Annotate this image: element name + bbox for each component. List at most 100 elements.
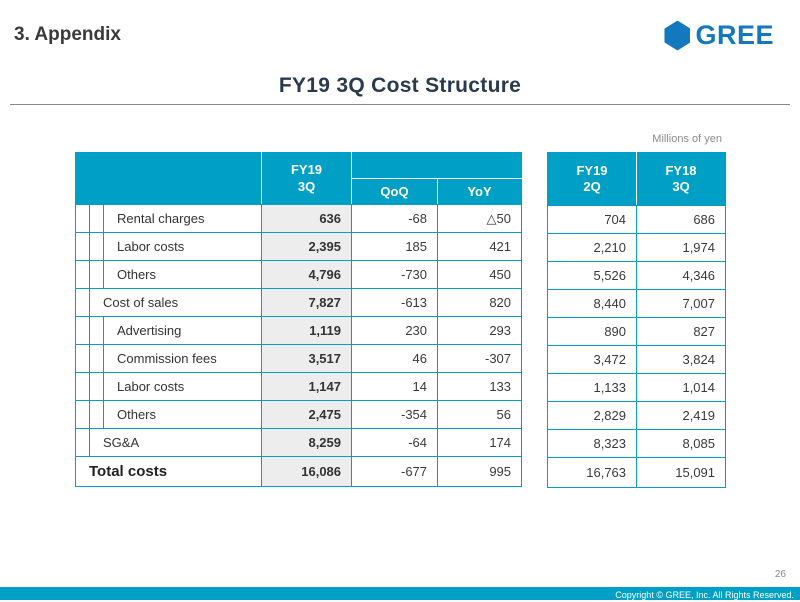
col-header-fy19-2q: FY19 2Q — [547, 152, 638, 206]
cell-yoy: △50 — [437, 204, 523, 233]
cell-fy18-3q: 2,419 — [636, 401, 727, 430]
row-label: Others — [102, 400, 263, 429]
table-row-total: Total costs 16,086 -677 995 — [74, 456, 523, 487]
cell-fy19-3q: 8,259 — [261, 428, 353, 457]
gree-logo-text: GREE — [695, 20, 774, 50]
row-label: Labor costs — [102, 372, 263, 401]
cell-fy19-3q: 7,827 — [261, 288, 353, 317]
cell-yoy: 995 — [437, 456, 523, 487]
row-label: Cost of sales — [88, 288, 263, 317]
indent-cell — [89, 316, 104, 345]
table-row-subtotal: Cost of sales 7,827 -613 820 — [75, 288, 523, 317]
comparison-table: FY19 2Q FY18 3Q 704 686 2,210 1,974 5,52… — [547, 152, 727, 488]
cell-fy18-3q: 1,974 — [636, 233, 727, 262]
cell-fy18-3q: 7,007 — [636, 289, 727, 318]
cell-yoy: 174 — [437, 428, 523, 457]
cost-table: FY19 3Q QoQ YoY Rental charges 636 -68 △… — [74, 152, 523, 487]
cell-qoq: 46 — [351, 344, 439, 373]
table-row: 2,829 2,419 — [547, 401, 727, 430]
cell-fy18-3q: 15,091 — [636, 457, 727, 488]
units-note: Millions of yen — [652, 133, 722, 145]
copyright-text: Copyright © GREE, Inc. All Rights Reserv… — [615, 590, 794, 600]
cell-fy18-3q: 827 — [636, 317, 727, 346]
indent-cell — [89, 204, 104, 233]
cell-fy18-3q: 8,085 — [636, 429, 727, 458]
indent-cell — [89, 372, 104, 401]
cell-fy19-2q: 2,829 — [547, 401, 638, 430]
gree-logo: GREE — [664, 20, 774, 51]
cell-qoq: 14 — [351, 372, 439, 401]
cell-yoy: 293 — [437, 316, 523, 345]
header-blank — [351, 152, 523, 179]
cell-fy19-2q: 3,472 — [547, 345, 638, 374]
cell-fy18-3q: 3,824 — [636, 345, 727, 374]
cell-fy19-2q: 8,440 — [547, 289, 638, 318]
cell-yoy: 56 — [437, 400, 523, 429]
cell-qoq: -730 — [351, 260, 439, 289]
indent-cell — [75, 344, 90, 373]
table-row-subtotal: SG&A 8,259 -64 174 — [75, 428, 523, 457]
table-row: Labor costs 2,395 185 421 — [75, 232, 523, 261]
table-row-total: 16,763 15,091 — [547, 457, 727, 488]
cell-fy19-3q: 2,395 — [261, 232, 353, 261]
cell-qoq: 185 — [351, 232, 439, 261]
col-header-yoy: YoY — [437, 178, 523, 205]
row-label: Total costs — [74, 456, 263, 487]
hexagon-icon — [664, 20, 691, 51]
indent-cell — [89, 344, 104, 373]
cell-fy19-2q: 704 — [547, 205, 638, 234]
row-label: Rental charges — [102, 204, 263, 233]
indent-cell — [75, 428, 90, 457]
cell-fy18-3q: 1,014 — [636, 373, 727, 402]
cell-yoy: 421 — [437, 232, 523, 261]
cell-yoy: 820 — [437, 288, 523, 317]
cell-qoq: -64 — [351, 428, 439, 457]
cell-fy19-2q: 1,133 — [547, 373, 638, 402]
cell-fy19-2q: 16,763 — [547, 457, 638, 488]
indent-cell — [75, 260, 90, 289]
indent-cell — [75, 288, 90, 317]
cell-fy19-3q: 3,517 — [261, 344, 353, 373]
cell-qoq: -354 — [351, 400, 439, 429]
table-row: 1,133 1,014 — [547, 373, 727, 402]
cell-fy19-2q: 8,323 — [547, 429, 638, 458]
cell-fy19-3q: 1,147 — [261, 372, 353, 401]
cell-fy19-3q: 1,119 — [261, 316, 353, 345]
table-row: 5,526 4,346 — [547, 261, 727, 290]
page-title: FY19 3Q Cost Structure — [278, 74, 522, 97]
cell-qoq: -68 — [351, 204, 439, 233]
col-header-fy18-3q: FY18 3Q — [636, 152, 727, 206]
cell-fy19-3q: 16,086 — [261, 456, 353, 487]
header-corner-blank — [74, 152, 263, 205]
table-row: 890 827 — [547, 317, 727, 346]
table-row: 3,472 3,824 — [547, 345, 727, 374]
indent-cell — [89, 260, 104, 289]
col-header-fy19-3q: FY19 3Q — [261, 152, 353, 205]
table-row: 704 686 — [547, 205, 727, 234]
table-row: Labor costs 1,147 14 133 — [75, 372, 523, 401]
title-divider — [10, 104, 790, 105]
table-row: 2,210 1,974 — [547, 233, 727, 262]
indent-cell — [89, 232, 104, 261]
footer-bar: Copyright © GREE, Inc. All Rights Reserv… — [0, 587, 800, 600]
cell-fy19-3q: 4,796 — [261, 260, 353, 289]
row-label: SG&A — [88, 428, 263, 457]
table-row: 8,440 7,007 — [547, 289, 727, 318]
col-header-qoq: QoQ — [351, 178, 439, 205]
cell-yoy: -307 — [437, 344, 523, 373]
table-row: 8,323 8,085 — [547, 429, 727, 458]
indent-cell — [75, 232, 90, 261]
indent-cell — [75, 204, 90, 233]
page-number: 26 — [774, 569, 786, 580]
cell-fy18-3q: 686 — [636, 205, 727, 234]
table-row: Rental charges 636 -68 △50 — [75, 204, 523, 233]
cell-qoq: -613 — [351, 288, 439, 317]
table-row: Others 2,475 -354 56 — [75, 400, 523, 429]
cell-fy19-2q: 2,210 — [547, 233, 638, 262]
cell-yoy: 133 — [437, 372, 523, 401]
cell-fy18-3q: 4,346 — [636, 261, 727, 290]
indent-cell — [89, 400, 104, 429]
indent-cell — [75, 372, 90, 401]
table-row: Advertising 1,119 230 293 — [75, 316, 523, 345]
cell-yoy: 450 — [437, 260, 523, 289]
